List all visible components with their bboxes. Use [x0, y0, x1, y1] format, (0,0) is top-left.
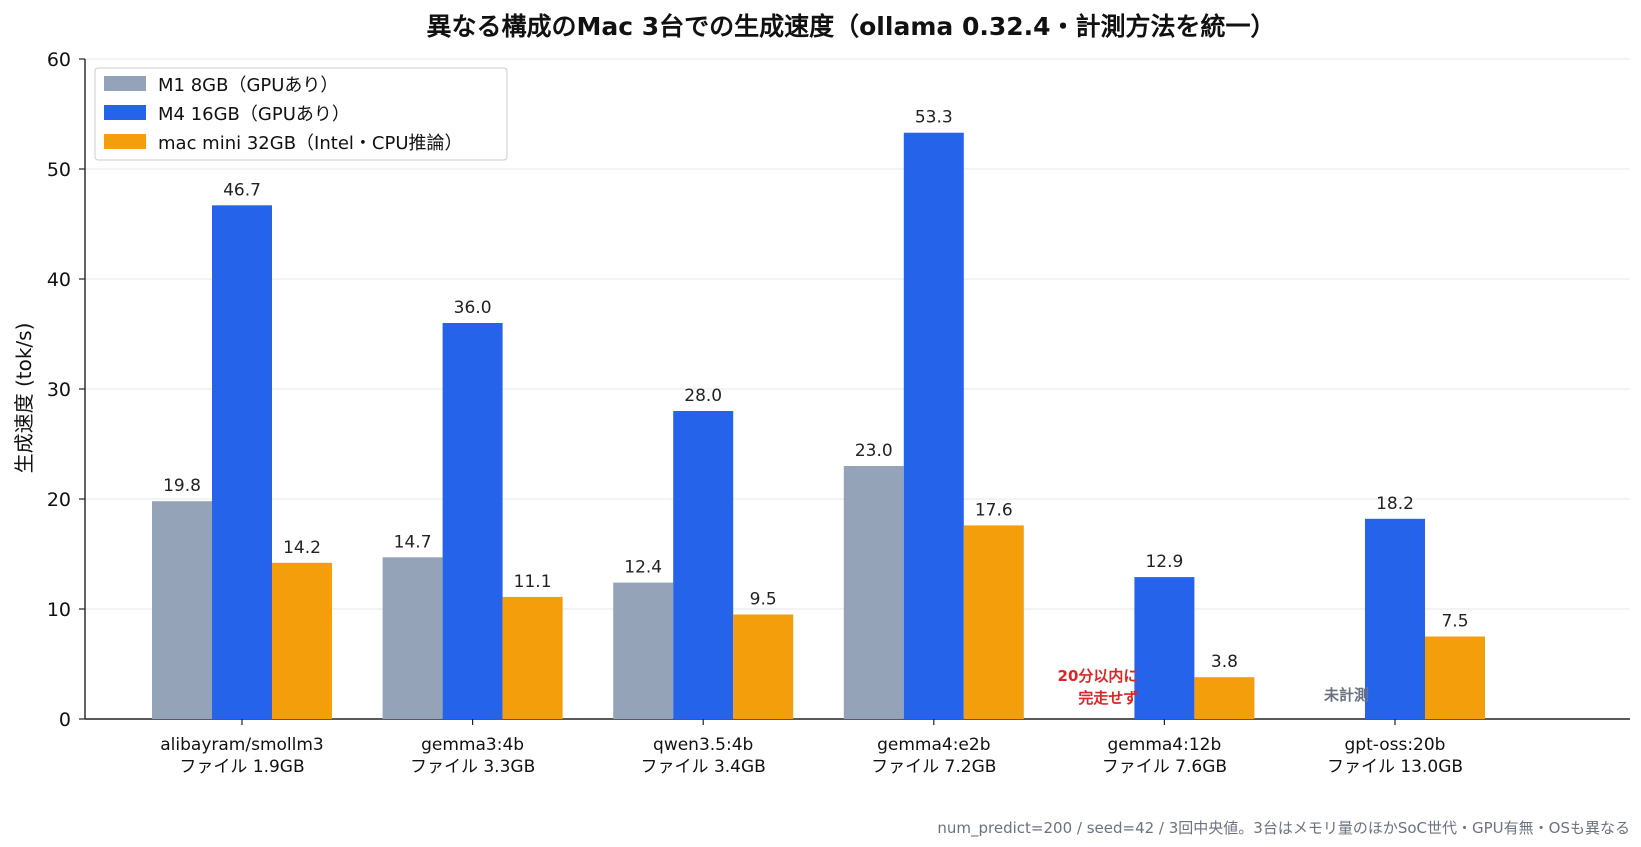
- footnote: num_predict=200 / seed=42 / 3回中央値。3台はメモリ…: [937, 819, 1630, 838]
- y-tick-label: 0: [59, 709, 71, 731]
- legend-swatch: [104, 134, 146, 149]
- x-tick-label: ファイル 13.0GB: [1327, 757, 1463, 777]
- bar: [1194, 677, 1255, 719]
- y-tick-label: 50: [47, 159, 71, 181]
- legend-label: mac mini 32GB（Intel・CPU推論）: [158, 133, 463, 154]
- data-label: 14.2: [283, 538, 321, 558]
- data-label: 46.7: [223, 180, 261, 200]
- data-label: 23.0: [855, 441, 893, 461]
- bars: [152, 132, 1485, 720]
- bar: [272, 562, 332, 719]
- legend-label: M1 8GB（GPUあり）: [158, 75, 338, 96]
- data-label: 28.0: [684, 386, 722, 406]
- bar: [442, 323, 503, 719]
- x-tick-label: ファイル 7.6GB: [1102, 757, 1227, 777]
- legend-swatch: [104, 76, 146, 91]
- bar: [382, 557, 443, 719]
- data-label: 19.8: [163, 476, 201, 496]
- x-tick-label: ファイル 7.2GB: [871, 757, 996, 777]
- x-tick-label: gpt-oss:20b: [1345, 735, 1446, 755]
- data-labels: 19.8 14.7 12.4 23.0 46.7 36.0 28.0 53.3 12.9 18.2…: [163, 108, 1468, 673]
- data-label: 9.5: [750, 590, 777, 610]
- bar: [903, 132, 964, 719]
- bar: [613, 582, 674, 719]
- y-tick-label: 10: [47, 599, 71, 621]
- y-axis-label: 生成速度 (tok/s): [12, 323, 36, 474]
- x-tick-label: gemma4:12b: [1108, 735, 1222, 755]
- legend-box: [94, 67, 508, 161]
- x-tick-label: ファイル 3.3GB: [410, 757, 535, 777]
- bar: [1425, 636, 1485, 719]
- data-label: 11.1: [514, 572, 552, 592]
- legend: M1 8GB（GPUあり） M4 16GB（GPUあり） mac mini 32GB…: [94, 67, 508, 161]
- chart-title: 異なる構成のMac 3台での生成速度（ollama 0.32.4・計測方法を統一…: [426, 12, 1275, 41]
- data-label: 18.2: [1376, 494, 1414, 514]
- x-tick-label: gemma3:4b: [421, 735, 524, 755]
- bar: [673, 411, 734, 719]
- data-label: 3.8: [1211, 652, 1238, 672]
- bar: [733, 614, 794, 719]
- x-tick-label: ファイル 3.4GB: [641, 757, 766, 777]
- x-tick-label: qwen3.5:4b: [653, 735, 753, 755]
- data-label: 53.3: [915, 108, 953, 128]
- x-tick-label: ファイル 1.9GB: [179, 757, 304, 777]
- y-tick-label: 30: [47, 379, 71, 401]
- data-label: 36.0: [454, 298, 492, 318]
- bar: [963, 525, 1024, 719]
- bar: [502, 596, 563, 719]
- data-label: 12.4: [624, 558, 662, 578]
- y-tick-label: 60: [47, 49, 71, 71]
- data-label: 17.6: [975, 500, 1013, 520]
- annotation-text: 20分以内に: [1058, 667, 1139, 685]
- data-label: 14.7: [394, 532, 432, 552]
- x-tick-label: alibayram/smollm3: [160, 735, 323, 755]
- bar: [212, 205, 272, 720]
- bar: [1365, 518, 1425, 719]
- bar: [1134, 577, 1195, 719]
- annotation-text: 完走せず: [1078, 689, 1138, 707]
- y-tick-label: 20: [47, 489, 71, 511]
- legend-label: M4 16GB（GPUあり）: [158, 104, 350, 125]
- bar: [843, 466, 904, 719]
- data-label: 12.9: [1145, 552, 1183, 572]
- x-tick-label: gemma4:e2b: [877, 735, 990, 755]
- bar: [152, 501, 212, 719]
- y-tick-label: 40: [47, 269, 71, 291]
- data-label: 7.5: [1441, 612, 1468, 632]
- legend-swatch: [104, 105, 146, 120]
- annotation-text: 未計測: [1323, 686, 1369, 704]
